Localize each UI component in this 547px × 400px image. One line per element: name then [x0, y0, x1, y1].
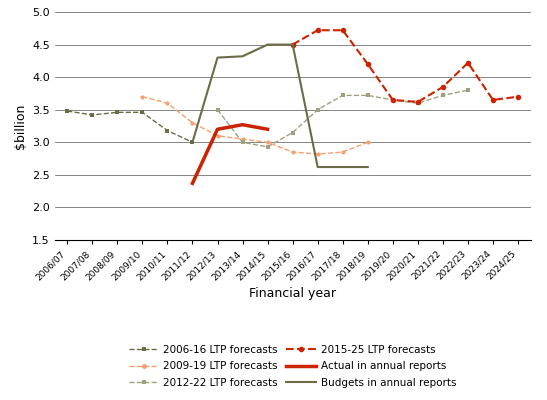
X-axis label: Financial year: Financial year [249, 287, 336, 300]
Legend: 2006-16 LTP forecasts, 2009-19 LTP forecasts, 2012-22 LTP forecasts, 2015-25 LTP: 2006-16 LTP forecasts, 2009-19 LTP forec… [125, 341, 461, 392]
Y-axis label: $billion: $billion [14, 103, 27, 149]
